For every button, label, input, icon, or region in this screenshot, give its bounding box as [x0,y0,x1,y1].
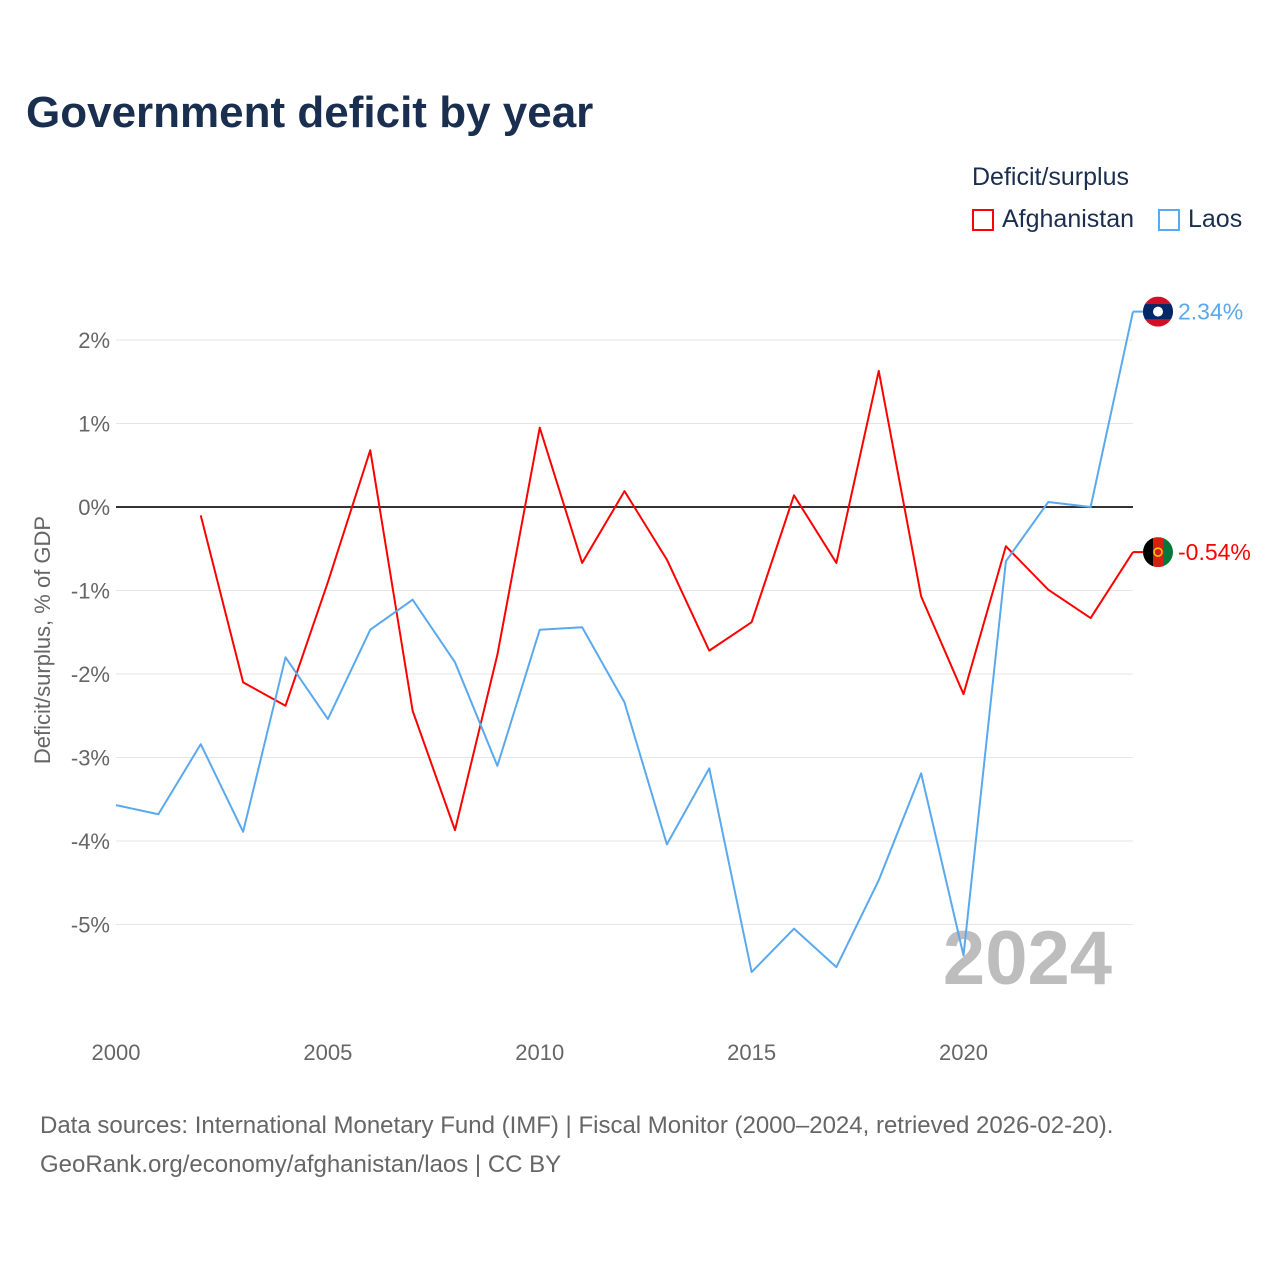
series-line-laos [115,311,1134,974]
legend-label: Afghanistan [1002,205,1135,233]
y-tick-label: -5% [71,913,110,938]
y-axis-label: Deficit/surplus, % of GDP [30,516,55,764]
source-text: Data sources: International Monetary Fun… [40,1112,1114,1139]
legend-swatch-laos [1158,208,1180,231]
y-tick-label: -4% [71,829,110,854]
year-watermark: 2024 [943,916,1112,1001]
credit-text: GeoRank.org/economy/afghanistan/laos | C… [40,1151,562,1178]
y-tick-label: 0% [78,495,110,520]
legend-label: Laos [1188,205,1243,233]
y-tick-label: 1% [78,412,110,437]
x-tick-label: 2000 [92,1040,141,1065]
x-tick-label: 2010 [515,1040,564,1065]
legend-item-afghanistan[interactable]: Afghanistan [972,205,1134,234]
y-tick-label: 2% [78,328,110,353]
footer: Data sources: International Monetary Fun… [40,1106,1113,1184]
end-value-label-laos: 2.34% [1178,299,1243,325]
chart-title: Government deficit by year [26,88,594,137]
x-tick-label: 2015 [727,1040,776,1065]
afghanistan-flag-icon [1143,537,1173,568]
legend-item-laos[interactable]: Laos [1158,205,1242,234]
y-tick-label: -3% [71,746,110,771]
legend-swatch-afghanistan [972,208,994,231]
y-tick-label: -2% [71,662,110,687]
laos-flag-icon [1143,296,1173,327]
legend-title: Deficit/surplus [972,163,1129,191]
x-tick-label: 2005 [303,1040,352,1065]
series-line-afghanistan [199,369,1134,832]
x-tick-label: 2020 [939,1040,988,1065]
end-value-label-afghanistan: -0.54% [1178,539,1251,565]
y-tick-label: -1% [71,579,110,604]
